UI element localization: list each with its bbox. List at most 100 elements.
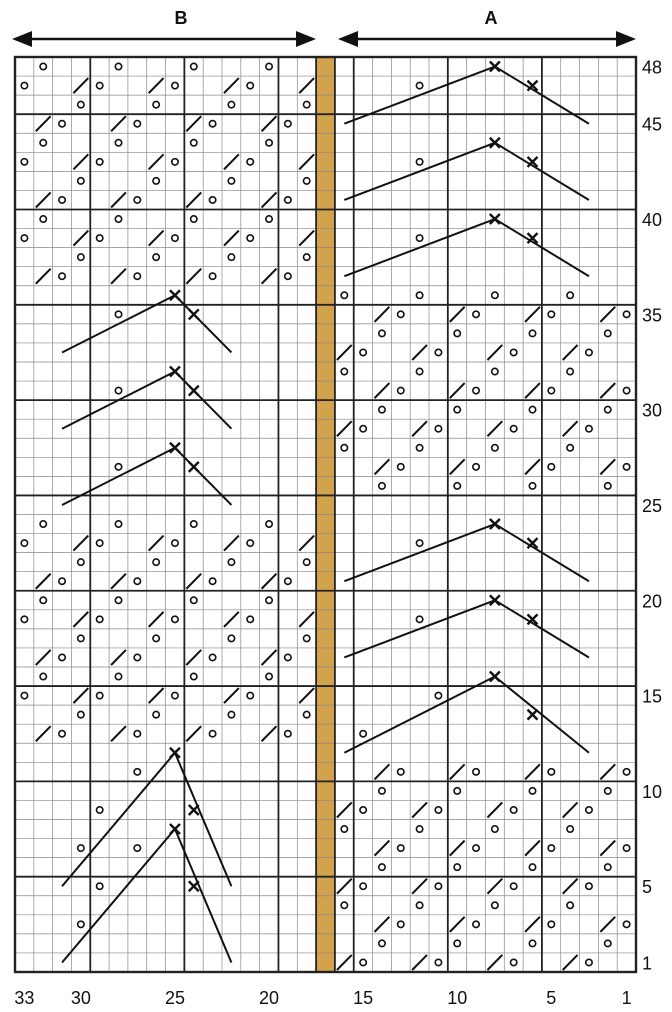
yarn-over-symbol [95, 234, 104, 243]
row-label: 45 [642, 115, 662, 135]
right-decrease-symbol [223, 229, 240, 247]
yarn-over-symbol [114, 596, 123, 605]
tree-left-edge [61, 446, 176, 506]
right-decrease-symbol [72, 534, 89, 552]
yarn-over-symbol [114, 62, 123, 71]
yarn-over-symbol [528, 863, 537, 872]
yarn-over-symbol [415, 367, 424, 376]
yarn-over-symbol [95, 81, 104, 90]
right-decrease-symbol [486, 877, 503, 895]
yarn-over-symbol [472, 844, 481, 853]
yarn-over-symbol [114, 215, 123, 224]
right-decrease-symbol [148, 229, 165, 247]
right-decrease-symbol [336, 801, 353, 819]
yarn-over-symbol [622, 844, 631, 853]
row-label: 15 [642, 687, 662, 707]
right-decrease-symbol [411, 420, 428, 437]
column-label: 20 [259, 988, 279, 1008]
yarn-over-symbol [528, 786, 537, 795]
yarn-over-symbol [472, 920, 481, 929]
right-decrease-symbol [336, 420, 353, 437]
yarn-over-symbol [509, 348, 518, 357]
yarn-over-symbol [265, 672, 274, 681]
tree-left-edge [343, 218, 496, 278]
yarn-over-symbol [434, 348, 443, 357]
right-decrease-symbol [35, 115, 52, 132]
right-decrease-symbol [260, 267, 278, 285]
right-decrease-symbol [336, 877, 353, 895]
right-decrease-symbol [148, 77, 165, 94]
yarn-over-symbol [208, 119, 217, 128]
right-decrease-symbol [148, 687, 165, 704]
yarn-over-symbol [603, 786, 612, 795]
right-decrease-symbol [185, 725, 202, 742]
tree-left-edge [61, 370, 176, 430]
yarn-over-symbol [359, 729, 368, 738]
row-label: 35 [642, 305, 662, 325]
right-decrease-symbol [562, 877, 579, 895]
yarn-over-symbol [246, 234, 255, 243]
right-decrease-symbol [260, 649, 278, 666]
right-decrease-symbol [562, 420, 579, 437]
yarn-over-symbol [227, 710, 236, 719]
tree-right-edge [174, 294, 233, 354]
yarn-over-symbol [434, 958, 443, 967]
right-decrease-symbol [373, 382, 391, 399]
yarn-over-symbol [453, 786, 462, 795]
yarn-over-symbol [566, 825, 575, 834]
right-decrease-symbol [72, 77, 89, 94]
yarn-over-symbol [584, 424, 593, 433]
right-decrease-symbol [562, 954, 579, 971]
yarn-over-symbol [189, 672, 198, 681]
yarn-over-symbol [472, 462, 481, 471]
right-decrease-symbol [486, 344, 503, 361]
double-decrease-symbol [169, 746, 181, 759]
yarn-over-symbol [453, 939, 462, 948]
tree-right-edge [494, 65, 590, 125]
right-decrease-symbol [411, 344, 428, 361]
tree-left-edge [343, 675, 496, 754]
yarn-over-symbol [490, 443, 499, 452]
yarn-over-symbol [133, 577, 142, 586]
yarn-over-symbol [359, 958, 368, 967]
yarn-over-symbol [622, 386, 631, 395]
yarn-over-symbol [396, 310, 405, 319]
yarn-over-symbol [359, 882, 368, 891]
yarn-over-symbol [509, 805, 518, 814]
yarn-over-symbol [603, 863, 612, 872]
right-decrease-symbol [110, 191, 127, 209]
yarn-over-symbol [509, 424, 518, 433]
yarn-over-symbol [472, 310, 481, 319]
right-decrease-symbol [449, 839, 466, 857]
yarn-over-symbol [114, 672, 123, 681]
yarn-over-symbol [95, 615, 104, 624]
yarn-over-symbol [434, 882, 443, 891]
tree-right-edge [494, 141, 590, 201]
tree-left-edge [343, 141, 496, 201]
yarn-over-symbol [584, 805, 593, 814]
row-label: 10 [642, 782, 662, 802]
double-decrease-symbol [526, 79, 539, 92]
right-decrease-symbol [524, 916, 541, 933]
chart-border [13, 55, 638, 974]
right-decrease-symbol [411, 801, 428, 819]
yarn-over-symbol [133, 844, 142, 853]
right-decrease-symbol [110, 267, 127, 285]
right-decrease-symbol [486, 420, 503, 437]
yarn-over-symbol [95, 805, 104, 814]
right-decrease-symbol [72, 687, 89, 704]
row-label: 5 [642, 877, 652, 897]
row-label: 30 [642, 401, 662, 421]
right-decrease-symbol [373, 916, 391, 933]
yarn-over-symbol [490, 291, 499, 300]
yarn-over-symbol [152, 634, 161, 643]
yarn-over-symbol [114, 462, 123, 471]
yarn-over-symbol [152, 253, 161, 262]
yarn-over-symbol [415, 615, 424, 624]
yarn-over-symbol [377, 329, 386, 338]
column-label: 10 [447, 988, 467, 1008]
right-decrease-symbol [260, 572, 278, 590]
right-decrease-symbol [223, 77, 240, 94]
yarn-over-symbol [152, 100, 161, 109]
right-decrease-symbol [373, 306, 391, 323]
